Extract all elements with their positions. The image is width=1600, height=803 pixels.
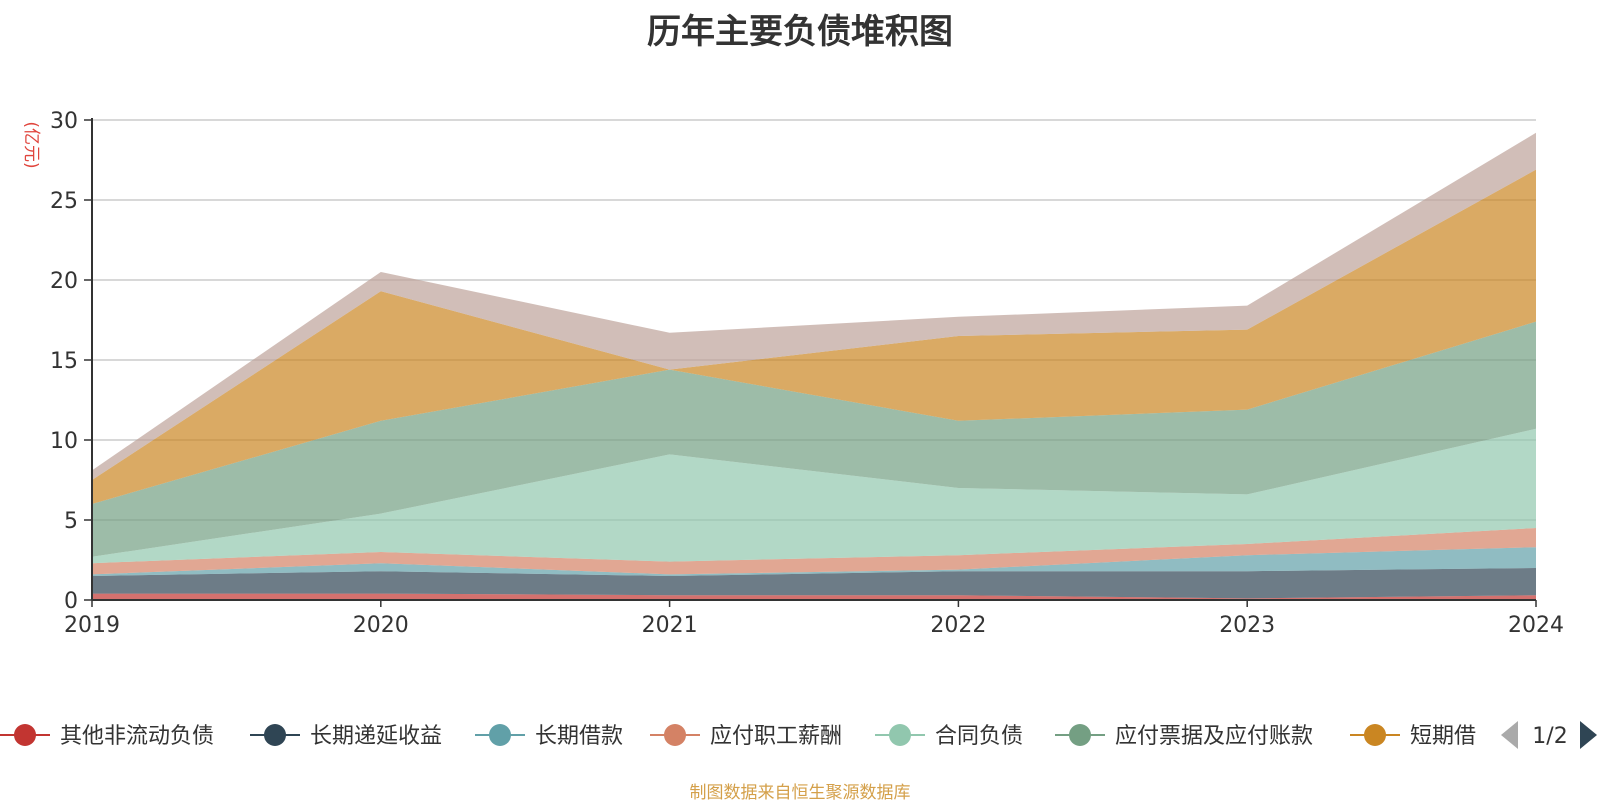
legend-item[interactable]: 其他非流动负债 <box>0 724 214 749</box>
legend-marker-icon <box>264 724 286 746</box>
area-series-0[interactable] <box>92 593 1536 600</box>
x-tick-label: 2024 <box>1508 613 1564 638</box>
legend-marker-icon <box>489 724 511 746</box>
y-unit-label: (亿元) <box>21 121 41 168</box>
stacked-areas <box>92 132 1536 600</box>
legend-item[interactable]: 长期借款 <box>475 724 623 749</box>
legend-item[interactable]: 合同负债 <box>875 724 1023 749</box>
area-series-7[interactable] <box>92 132 1536 481</box>
area-series-3[interactable] <box>92 528 1536 575</box>
legend-label: 长期递延收益 <box>310 724 442 749</box>
axes: 0 5 10 15 20 25 30 2019 2020 2021 2022 2023 2024 (亿元) <box>21 109 1564 638</box>
y-tick-label: 25 <box>50 189 78 214</box>
area-series-1[interactable] <box>92 568 1536 599</box>
y-tick-label: 20 <box>50 269 78 294</box>
source-note: 制图数据来自恒生聚源数据库 <box>689 783 911 803</box>
legend-marker-icon <box>889 724 911 746</box>
x-tick-label: 2021 <box>642 613 698 638</box>
legend-label: 长期借款 <box>535 724 623 749</box>
x-tick-label: 2023 <box>1219 613 1275 638</box>
y-tick-label: 30 <box>50 109 78 134</box>
legend-label: 应付票据及应付账款 <box>1115 724 1313 749</box>
y-tick-label: 0 <box>64 589 78 614</box>
y-tick-label: 10 <box>50 429 78 454</box>
x-tick-label: 2019 <box>64 613 120 638</box>
y-tick-label: 5 <box>64 509 78 534</box>
legend-marker-icon <box>14 724 36 746</box>
legend-label: 其他非流动负债 <box>60 724 214 749</box>
legend-item[interactable]: 应付职工薪酬 <box>650 724 842 749</box>
area-series-6[interactable] <box>92 169 1536 504</box>
legend-marker-icon <box>664 724 686 746</box>
legend-next-icon[interactable] <box>1580 721 1597 749</box>
area-series-2[interactable] <box>92 547 1536 576</box>
legend-item[interactable]: 短期借 <box>1350 724 1476 749</box>
legend-label: 合同负债 <box>935 724 1023 749</box>
x-tick-label: 2020 <box>353 613 409 638</box>
legend-page-indicator: 1/2 <box>1532 724 1567 749</box>
x-tick-label: 2022 <box>930 613 986 638</box>
legend-item[interactable]: 应付票据及应付账款 <box>1055 724 1313 749</box>
y-tick-label: 15 <box>50 349 78 374</box>
area-series-5[interactable] <box>92 321 1536 557</box>
legend-item[interactable]: 长期递延收益 <box>250 724 442 749</box>
legend-label: 短期借 <box>1410 724 1476 749</box>
area-series-4[interactable] <box>92 428 1536 564</box>
legend-marker-icon <box>1069 724 1091 746</box>
legend-marker-icon <box>1364 724 1386 746</box>
legend-prev-icon[interactable] <box>1501 721 1518 749</box>
legend-label: 应付职工薪酬 <box>710 724 842 749</box>
legend: 其他非流动负债 长期递延收益 长期借款 应付职工薪酬 合同负债 应付票据及应付账款 短期借 1… <box>0 721 1597 749</box>
chart-title: 历年主要负债堆积图 <box>647 12 953 52</box>
